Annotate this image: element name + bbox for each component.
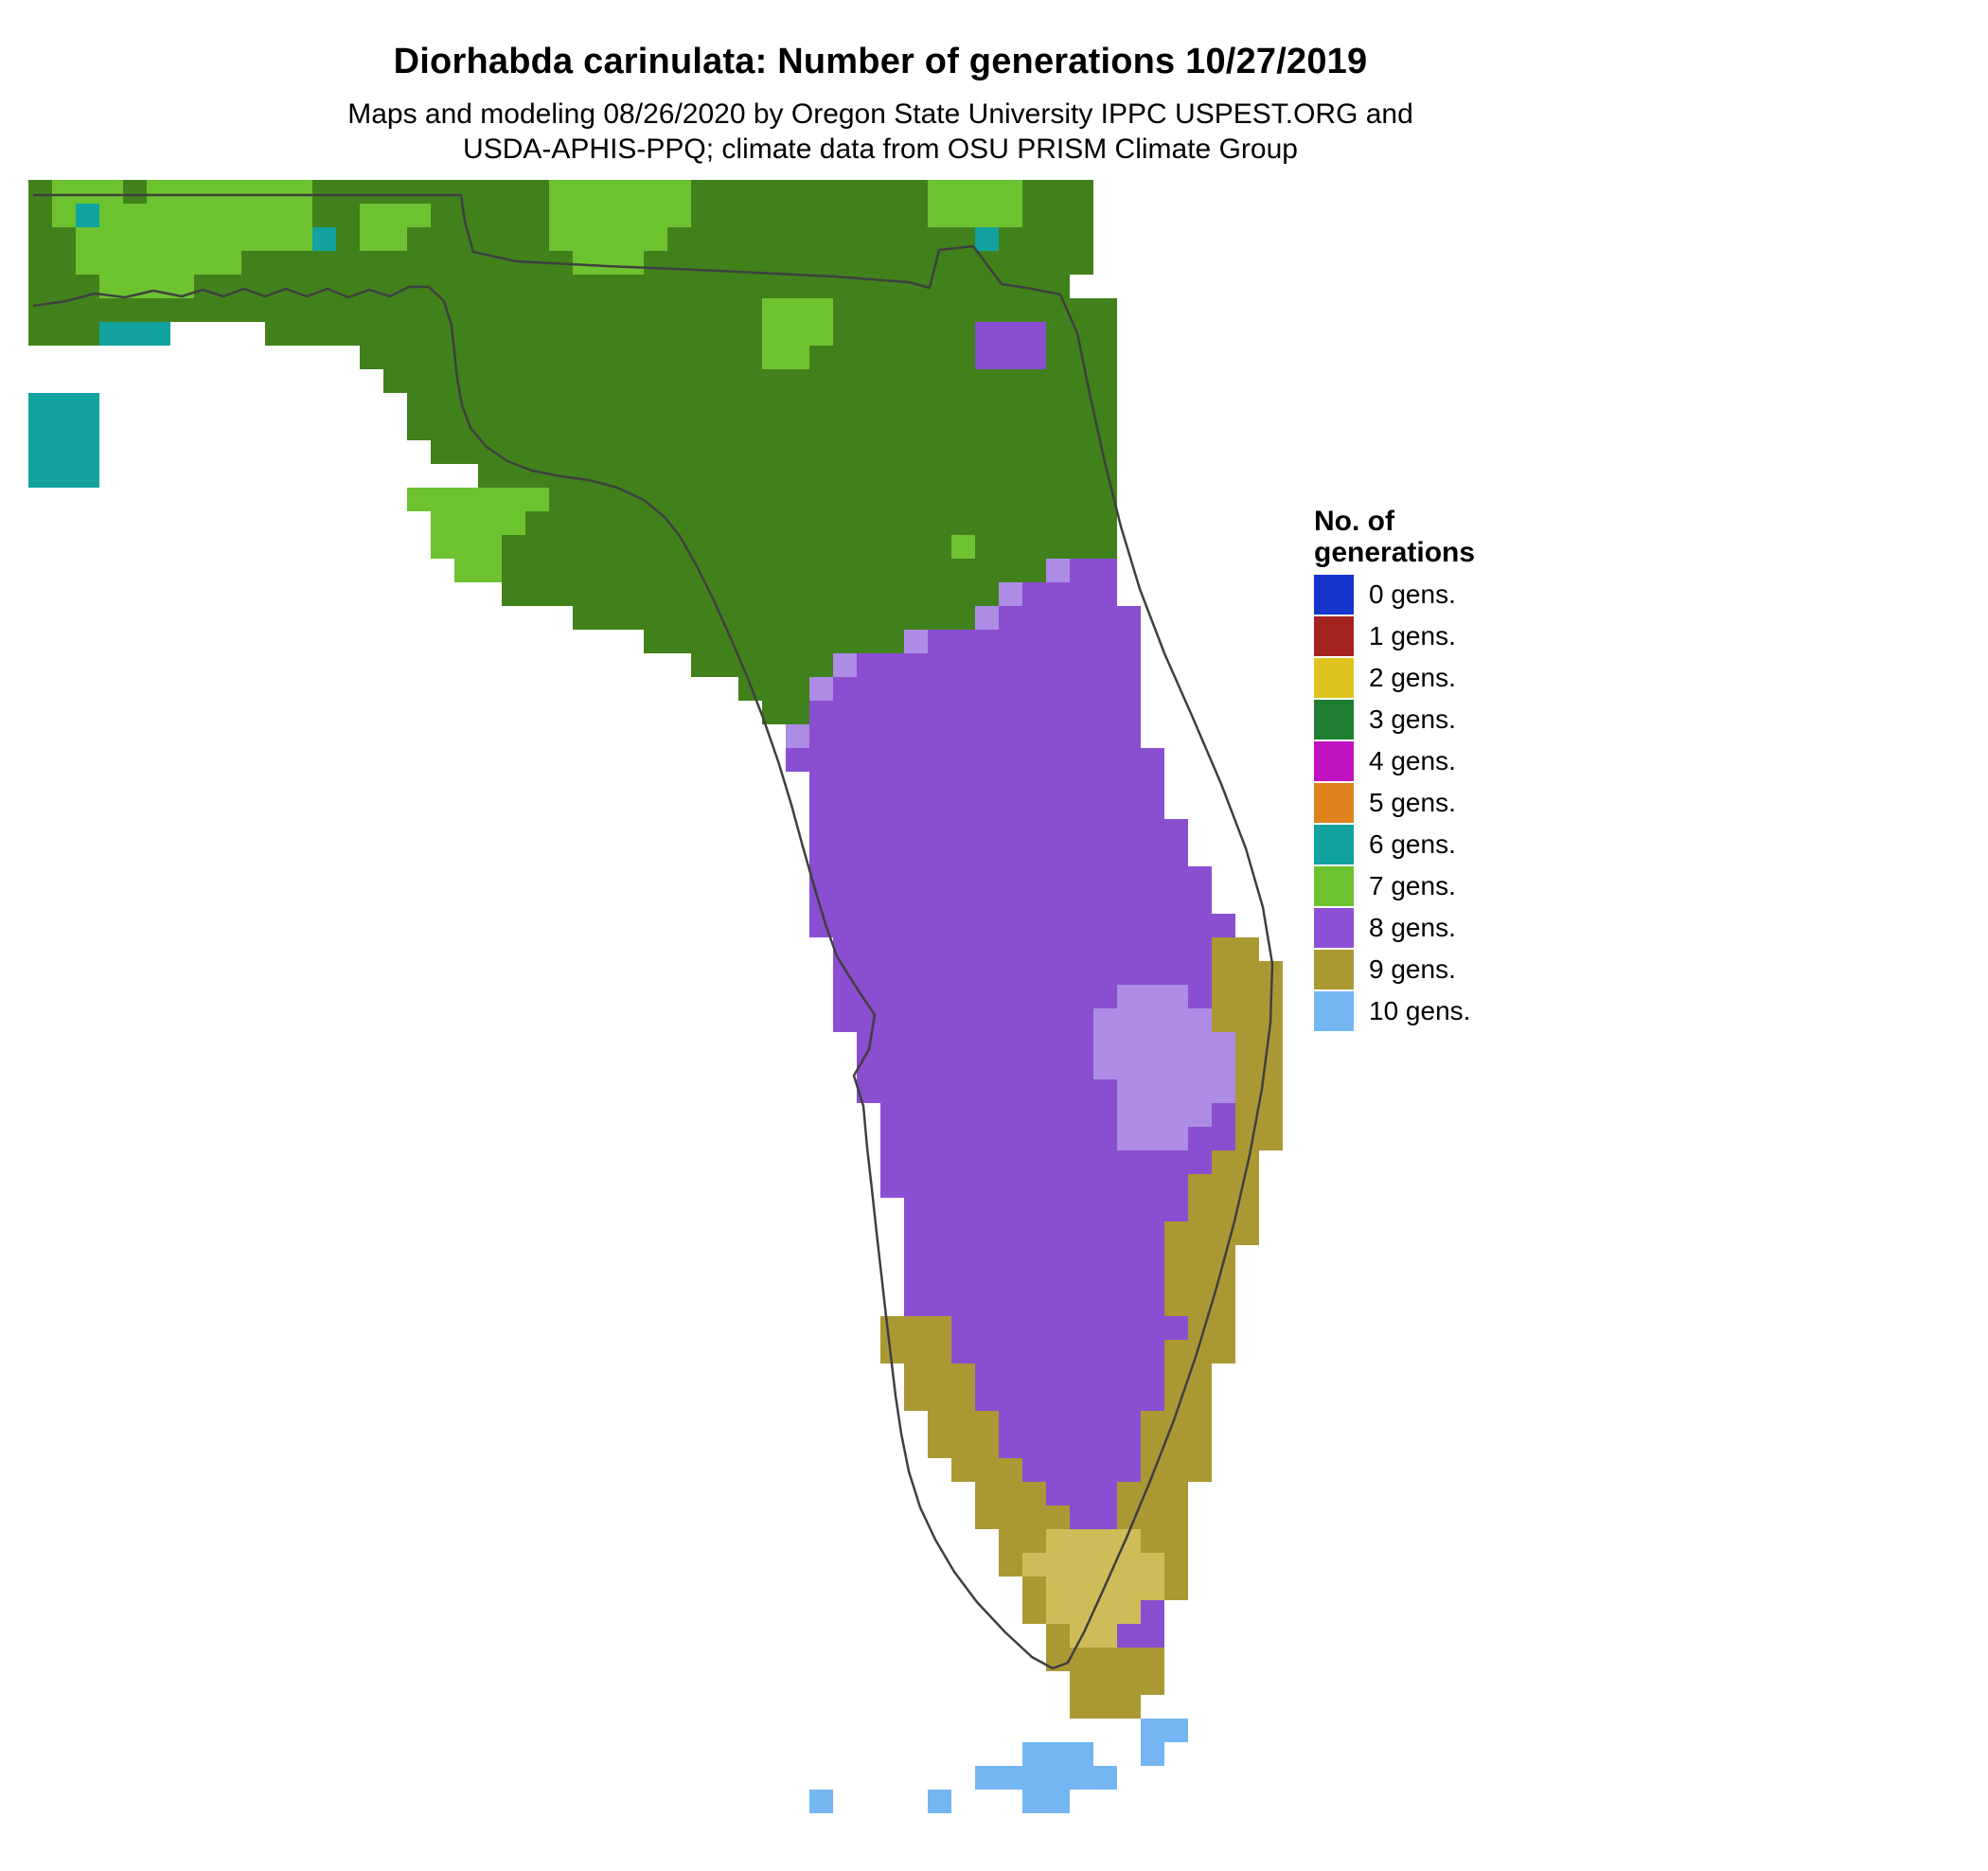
legend-entry-label: 8 gens.: [1369, 913, 1456, 942]
legend-swatch: [1314, 825, 1354, 864]
page-subtitle: Maps and modeling 08/26/2020 by Oregon S…: [0, 97, 1761, 167]
legend-entry-label: 2 gens.: [1369, 663, 1456, 692]
legend-entry: 2 gens.: [1314, 657, 1626, 699]
state-boundary-line: [32, 193, 1274, 1670]
legend-entry: 5 gens.: [1314, 782, 1626, 824]
legend-entry-label: 6 gens.: [1369, 829, 1456, 859]
legend-entry: 10 gens.: [1314, 990, 1626, 1032]
legend-entry: 3 gens.: [1314, 699, 1626, 740]
legend-title-line2: generations: [1314, 537, 1476, 568]
subtitle-line2: USDA-APHIS-PPQ; climate data from OSU PR…: [463, 134, 1298, 165]
legend-entry-label: 5 gens.: [1369, 788, 1456, 817]
legend-swatch: [1314, 908, 1354, 948]
legend-entry-label: 9 gens.: [1369, 954, 1456, 984]
page-title: Diorhabda carinulata: Number of generati…: [393, 42, 1368, 81]
legend-entry: 8 gens.: [1314, 907, 1626, 949]
subtitle-line1: Maps and modeling 08/26/2020 by Oregon S…: [347, 98, 1413, 130]
legend-entry-label: 1 gens.: [1369, 621, 1456, 650]
legend-swatch: [1314, 616, 1354, 656]
legend-swatch: [1314, 950, 1354, 989]
legend-swatch: [1314, 700, 1354, 739]
legend-swatch: [1314, 575, 1354, 615]
legend-entry-label: 4 gens.: [1369, 746, 1456, 775]
legend-swatch: [1314, 783, 1354, 823]
legend-entry: 1 gens.: [1314, 615, 1626, 657]
legend-title: No. of generations: [1314, 506, 1626, 568]
legend-swatch: [1314, 866, 1354, 906]
legend-title-line1: No. of: [1314, 506, 1394, 537]
legend-list: 0 gens. 1 gens. 2 gens. 3 gens. 4 gens. 5 gen…: [1314, 574, 1626, 1032]
legend-entry-label: 0 gens.: [1369, 579, 1456, 609]
legend: No. of generations 0 gens. 1 gens. 2 gens.…: [1314, 506, 1626, 1032]
legend-swatch: [1314, 741, 1354, 781]
legend-entry: 7 gens.: [1314, 865, 1626, 907]
legend-entry-label: 3 gens.: [1369, 704, 1456, 734]
legend-entry: 6 gens.: [1314, 824, 1626, 865]
legend-swatch: [1314, 991, 1354, 1031]
legend-entry: 0 gens.: [1314, 574, 1626, 615]
legend-entry: 4 gens.: [1314, 740, 1626, 782]
raster-cells: [28, 180, 1283, 1813]
legend-swatch: [1314, 658, 1354, 698]
legend-entry-label: 7 gens.: [1369, 871, 1456, 900]
legend-entry: 9 gens.: [1314, 949, 1626, 990]
legend-entry-label: 10 gens.: [1369, 996, 1471, 1025]
